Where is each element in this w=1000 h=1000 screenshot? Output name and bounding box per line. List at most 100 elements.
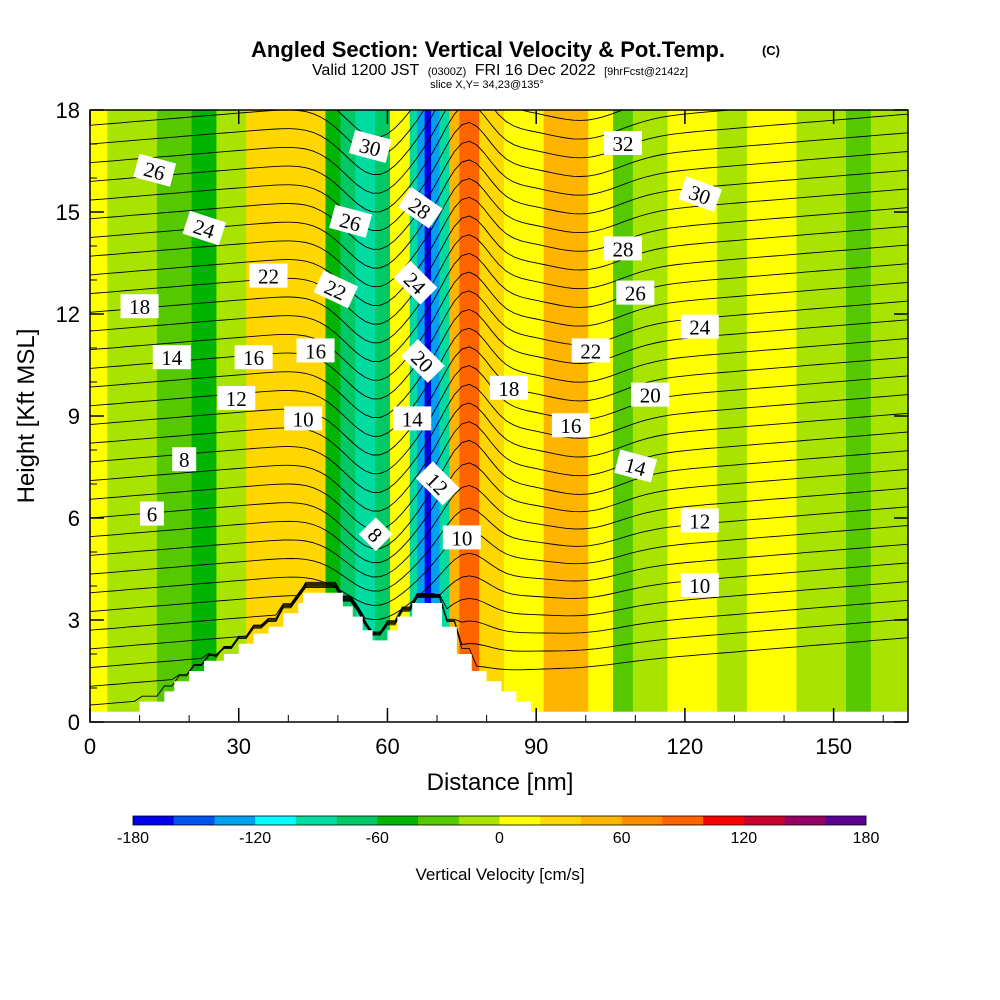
contour-label-box bbox=[678, 176, 723, 212]
contour-label: 16 bbox=[551, 413, 590, 438]
contour-label-box bbox=[152, 345, 191, 370]
contour-label: 10 bbox=[442, 525, 481, 550]
x-tick-label: 60 bbox=[375, 734, 399, 759]
colorbar-swatch bbox=[703, 816, 745, 825]
valid-date: FRI 16 Dec 2022 bbox=[475, 62, 596, 79]
colorbar-tick-label: 180 bbox=[853, 830, 880, 847]
contour-label: 8 bbox=[172, 447, 197, 472]
y-tick-label: 18 bbox=[56, 98, 80, 123]
contour-label-box bbox=[313, 270, 359, 309]
contour-label: 32 bbox=[603, 131, 642, 156]
theta-contour bbox=[90, 402, 908, 512]
contour-label-box bbox=[603, 236, 642, 261]
contour-label-box bbox=[680, 573, 719, 597]
theta-contour bbox=[90, 562, 908, 635]
terrain bbox=[90, 592, 908, 722]
y-axis-label: Height [Kft MSL] bbox=[13, 329, 40, 504]
x-tick-label: 90 bbox=[524, 734, 548, 759]
velocity-band bbox=[459, 110, 480, 722]
contour-label: 18 bbox=[489, 375, 528, 401]
theta-contour bbox=[90, 543, 908, 621]
colorbar-swatch bbox=[825, 816, 867, 825]
contour-label-text: 26 bbox=[625, 282, 646, 306]
velocity-band bbox=[613, 110, 634, 722]
theta-contour bbox=[90, 586, 908, 706]
colorbar-label: Vertical Velocity [cm/s] bbox=[415, 865, 584, 884]
contour-label: 28 bbox=[603, 236, 642, 261]
contour-label: 14 bbox=[614, 449, 658, 483]
theta-contour bbox=[90, 525, 908, 606]
theta-contour bbox=[90, 110, 624, 175]
contour-label: 10 bbox=[284, 406, 323, 431]
contour-label-text: 22 bbox=[580, 339, 601, 363]
x-tick-label: 30 bbox=[226, 734, 250, 759]
velocity-band bbox=[746, 110, 798, 722]
contour-label: 26 bbox=[616, 280, 655, 306]
contour-label-box bbox=[616, 280, 655, 305]
contour-label: 14 bbox=[152, 345, 191, 370]
contour-label: 10 bbox=[680, 573, 719, 598]
contour-label-box bbox=[234, 345, 273, 370]
contour-label-box bbox=[631, 382, 670, 407]
contour-label-box bbox=[249, 263, 288, 288]
y-tick-label: 3 bbox=[68, 608, 80, 633]
theta-contour bbox=[90, 383, 908, 493]
theta-contour bbox=[90, 110, 737, 194]
contour-label-text: 22 bbox=[258, 265, 279, 289]
theta-contour bbox=[90, 110, 908, 213]
colorbar-swatch bbox=[214, 816, 256, 825]
theta-contour bbox=[90, 252, 908, 362]
contour-label-text: 14 bbox=[161, 346, 183, 370]
contour-label-text: 20 bbox=[640, 384, 661, 408]
contour-label: 16 bbox=[296, 338, 335, 363]
colorbar-swatch bbox=[295, 816, 337, 825]
contour-label: 6 bbox=[139, 501, 164, 527]
contour-label-box bbox=[551, 413, 590, 438]
contour-label-box bbox=[397, 187, 443, 229]
contour-label-box bbox=[348, 129, 392, 163]
contour-label-box bbox=[284, 406, 323, 431]
contour-label-box bbox=[571, 338, 610, 363]
y-tick-label: 6 bbox=[68, 506, 80, 531]
contour-label-box bbox=[614, 449, 658, 483]
theta-contour bbox=[90, 215, 908, 325]
contour-label-text: 16 bbox=[243, 346, 264, 370]
contour-label-text: 18 bbox=[498, 377, 519, 401]
colorbar-tick-label: 0 bbox=[495, 830, 504, 847]
colorbar-tick-label: -120 bbox=[239, 830, 271, 847]
plot-area: 2624221822263028242014121081616141210863… bbox=[90, 110, 908, 722]
contour-label-text: 24 bbox=[689, 316, 711, 340]
colorbar-tick-label: 120 bbox=[730, 830, 757, 847]
contour-label-text: 14 bbox=[402, 407, 424, 431]
velocity-band bbox=[449, 110, 460, 722]
contour-label: 12 bbox=[680, 508, 719, 533]
velocity-band bbox=[325, 110, 341, 722]
theta-contour bbox=[90, 506, 908, 592]
colorbar-frame bbox=[132, 815, 867, 826]
velocity-band bbox=[588, 110, 614, 722]
contour-label: 30 bbox=[348, 129, 392, 163]
contour-label-box bbox=[172, 447, 197, 472]
contour-label-box bbox=[680, 314, 719, 339]
velocity-band bbox=[717, 110, 748, 722]
contour-label-box bbox=[296, 338, 335, 363]
x-axis-label: Distance [nm] bbox=[427, 769, 574, 796]
contour-label-text: 28 bbox=[612, 237, 633, 261]
x-tick-label: 120 bbox=[667, 734, 704, 759]
colorbar-swatch bbox=[418, 816, 460, 825]
colorbar-swatch bbox=[662, 816, 704, 825]
theta-contour bbox=[90, 485, 908, 578]
x-axis: 0 30 60 90 120 150 bbox=[84, 110, 884, 759]
forecast-info: [9hrFcst@2142z] bbox=[604, 66, 688, 78]
contour-label-text: 10 bbox=[293, 407, 314, 431]
contour-label: 16 bbox=[234, 345, 273, 370]
contour-label-text: 16 bbox=[560, 414, 581, 438]
contour-label-box bbox=[182, 210, 227, 246]
contour-label-text: 16 bbox=[305, 339, 326, 363]
colorbar-swatch bbox=[784, 816, 826, 825]
contour-label: 20 bbox=[631, 382, 670, 408]
contour-label-box bbox=[217, 386, 256, 410]
x-tick-label: 0 bbox=[84, 734, 96, 759]
colorbar-swatch bbox=[255, 816, 297, 825]
